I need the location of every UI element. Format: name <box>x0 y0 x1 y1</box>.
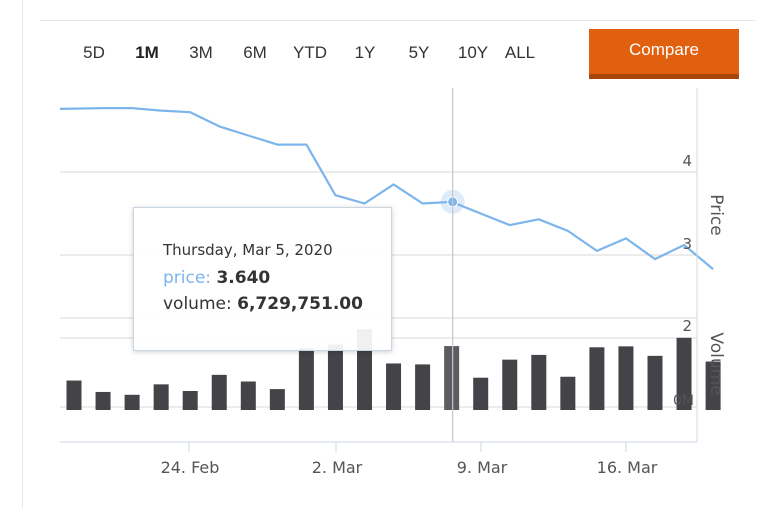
tooltip-volume-row: volume: 6,729,751.00 <box>163 294 391 314</box>
range-selector: 5D 1M 3M 6M YTD 1Y 5Y 10Y ALL <box>68 38 540 68</box>
price-tick-label: 3 <box>682 235 692 253</box>
range-button-ytd[interactable]: YTD <box>293 43 327 62</box>
compare-button[interactable]: Compare <box>589 29 739 79</box>
volume-bar <box>444 346 460 410</box>
volume-bar <box>298 348 314 410</box>
range-button-3m[interactable]: 3M <box>189 43 213 62</box>
range-button-all[interactable]: ALL <box>504 43 536 62</box>
tooltip-price-row: price: 3.640 <box>163 268 391 288</box>
x-tick-label: 16. Mar <box>597 458 658 477</box>
volume-bar <box>560 376 576 410</box>
volume-bar <box>211 374 227 410</box>
volume-bar <box>240 381 256 410</box>
price-tick-label: 4 <box>682 152 692 170</box>
tooltip-volume-label: volume: <box>163 294 232 314</box>
range-button-5y[interactable]: 5Y <box>408 43 430 62</box>
volume-bar <box>386 363 402 410</box>
volume-bar <box>473 377 489 410</box>
range-button-10y[interactable]: 10Y <box>457 43 489 62</box>
volume-bar <box>502 359 518 410</box>
volume-bar <box>182 391 198 410</box>
range-button-1y[interactable]: 1Y <box>354 43 376 62</box>
volume-bar <box>589 347 605 410</box>
x-tick-label: 2. Mar <box>312 458 363 477</box>
range-button-1m[interactable]: 1M <box>135 43 159 62</box>
price-line <box>59 107 714 270</box>
tooltip-price-label: price: <box>163 268 212 288</box>
tooltip-volume-value: 6,729,751.00 <box>237 294 363 314</box>
tooltip-date: Thursday, Mar 5, 2020 <box>163 241 333 259</box>
x-tick-label: 24. Feb <box>161 458 220 477</box>
volume-bar <box>647 355 663 410</box>
frame-top-border <box>40 20 756 21</box>
volume-tick-label: 0M <box>673 393 694 409</box>
volume-bar <box>124 394 140 410</box>
frame-left-border <box>22 0 23 508</box>
volume-bar <box>618 346 634 410</box>
x-tick-label: 9. Mar <box>457 458 508 477</box>
volume-bar <box>705 361 721 410</box>
volume-axis-title: Volume <box>706 332 726 395</box>
volume-bar <box>95 391 111 410</box>
range-button-6m[interactable]: 6M <box>243 43 267 62</box>
volume-bar <box>531 354 547 410</box>
chart-tooltip: Thursday, Mar 5, 2020 price: 3.640 volum… <box>133 207 392 351</box>
axes: 24. Feb 2. Mar 9. Mar 16. Mar 4 3 2 0M Price Volu… <box>60 88 726 477</box>
tooltip-price-value: 3.640 <box>216 268 271 288</box>
volume-bar <box>66 380 82 410</box>
range-button-5d[interactable]: 5D <box>83 43 105 62</box>
volume-columns <box>66 329 721 410</box>
volume-bar <box>676 337 692 410</box>
price-axis-title: Price <box>706 194 726 235</box>
price-tick-label: 2 <box>682 317 692 335</box>
volume-bar <box>269 389 285 410</box>
volume-bar <box>415 364 431 410</box>
volume-bar <box>153 384 169 410</box>
volume-bar <box>327 344 343 410</box>
